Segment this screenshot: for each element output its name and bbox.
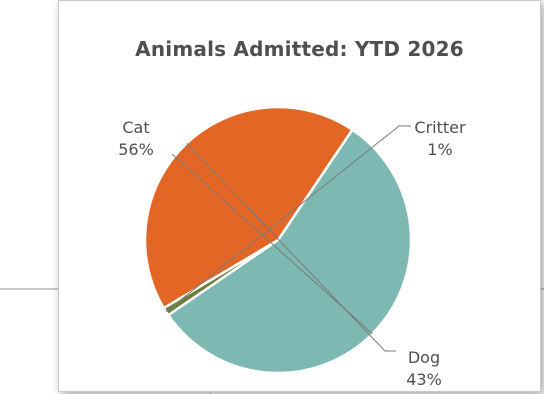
slice-label-dog: Dog [408, 348, 440, 367]
slice-label-cat: Cat [122, 118, 149, 137]
chart-title: Animals Admitted: YTD 2026 [135, 37, 464, 61]
slice-label-critter: Critter [414, 118, 466, 137]
leader-line-cat [171, 153, 373, 335]
chart-card[interactable]: Animals Admitted: YTD 2026 Cat 56% Critt… [58, 0, 541, 392]
slice-percent-critter: 1% [427, 140, 452, 159]
pie-slice-dog [143, 105, 354, 310]
slice-percent-dog: 43% [406, 370, 442, 389]
leader-lines [165, 125, 411, 352]
pie-chart: Cat 56% Critter 1% Dog 43% [118, 105, 466, 389]
leader-line-critter [165, 125, 411, 313]
slice-percent-cat: 56% [118, 140, 154, 159]
leader-line-dog [186, 143, 396, 352]
